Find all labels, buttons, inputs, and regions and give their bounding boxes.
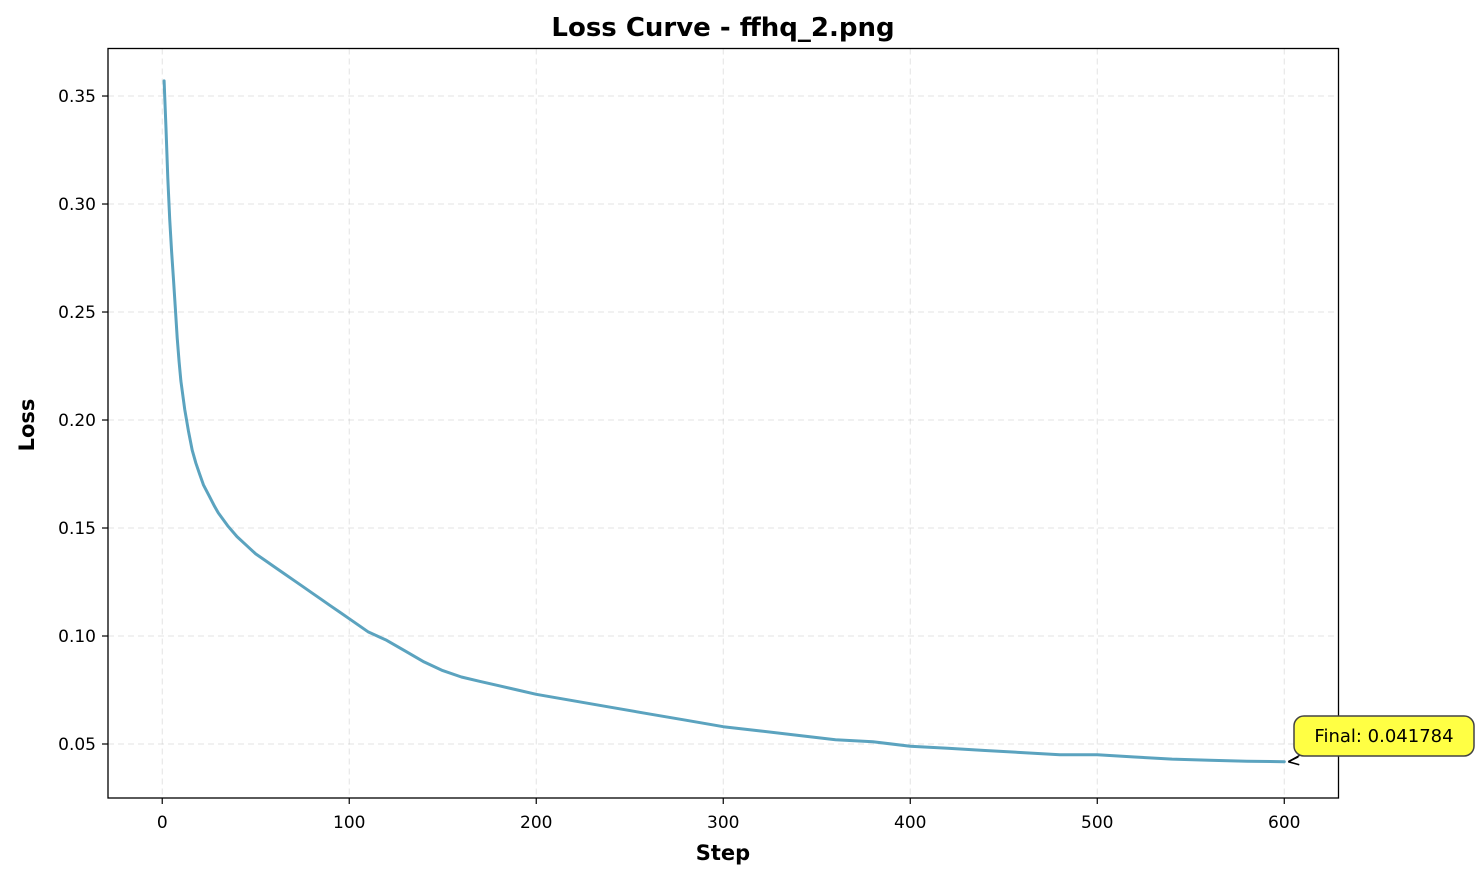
annotation-box (1293, 715, 1475, 757)
x-tick-label: 200 (520, 813, 552, 833)
y-tick-label: 0.05 (58, 735, 96, 755)
y-axis-ticks: 0.05 0.10 0.15 0.20 0.25 0.30 0.35 (58, 87, 108, 755)
x-tick-label: 500 (1081, 813, 1113, 833)
series-layer (162, 79, 1286, 764)
x-tick-label: 0 (157, 813, 168, 833)
y-tick-label: 0.20 (58, 411, 96, 431)
annotation-arrow-head (1287, 756, 1300, 766)
y-tick-label: 0.30 (58, 195, 96, 215)
annotation-text: Final: 0.041784 (1314, 726, 1453, 747)
y-tick-label: 0.35 (58, 87, 96, 107)
x-axis-label: Step (696, 841, 750, 865)
y-axis-label: Loss (15, 399, 39, 452)
y-tick-label: 0.15 (58, 519, 96, 539)
x-axis-ticks: 0 100 200 300 400 500 600 (157, 798, 1300, 833)
y-tick-label: 0.25 (58, 303, 96, 323)
y-tick-label: 0.10 (58, 627, 96, 647)
chart-title: Loss Curve - ffhq_2.png (551, 13, 894, 43)
final-value-annotation: Final: 0.041784 (1287, 715, 1475, 766)
x-tick-label: 400 (894, 813, 926, 833)
x-tick-label: 600 (1268, 813, 1300, 833)
loss-series-line (162, 79, 1286, 764)
x-tick-label: 100 (333, 813, 365, 833)
x-tick-label: 300 (707, 813, 739, 833)
grid (108, 48, 1339, 798)
